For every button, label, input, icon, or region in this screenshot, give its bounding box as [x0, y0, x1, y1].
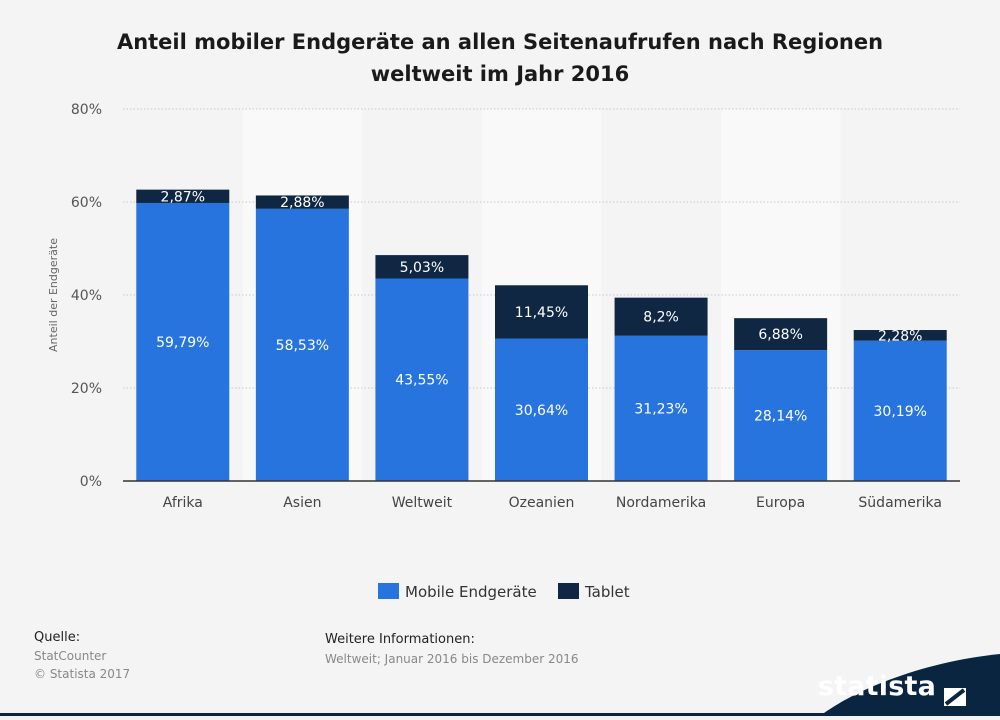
chart-title: Anteil mobiler Endgeräte an allen Seiten… — [0, 26, 1000, 90]
data-label: 43,55% — [395, 373, 448, 389]
bar-tablet — [375, 255, 469, 279]
data-label: 8,2% — [643, 310, 679, 326]
bar-mobile — [495, 338, 588, 481]
x-tick-label: Nordamerika — [616, 495, 706, 511]
statista-logo[interactable]: statista — [800, 646, 1000, 716]
data-label: 59,79% — [156, 335, 209, 351]
brand-wave-shape — [820, 654, 1000, 716]
x-tick-label: Südamerika — [858, 495, 942, 511]
x-tick-label: Ozeanien — [509, 495, 575, 511]
bar-tablet — [255, 195, 349, 209]
legend-label: Tablet — [584, 583, 630, 601]
bar-tablet — [614, 297, 708, 336]
bottom-rule — [0, 713, 1000, 716]
data-label: 2,88% — [280, 195, 324, 211]
x-tick-label: Weltweit — [392, 495, 453, 511]
info-text: Weltweit; Januar 2016 bis Dezember 2016 — [325, 652, 579, 666]
legend-swatch — [378, 583, 399, 599]
stacked-bar-chart: 0% 20% 40% 60% 80% Anteil der Endgeräte 59,79%… — [47, 102, 960, 601]
y-tick-label: 0% — [80, 474, 102, 490]
data-label: 31,23% — [634, 401, 687, 417]
x-tick-label: Europa — [756, 495, 805, 511]
y-tick-label: 60% — [71, 195, 102, 211]
x-tick-label: Afrika — [163, 495, 203, 511]
data-label: 11,45% — [515, 305, 568, 321]
data-label: 30,19% — [874, 404, 927, 420]
brand-name: statista — [817, 671, 936, 702]
chart-title-line-1: Anteil mobiler Endgeräte an allen Seiten… — [116, 30, 884, 54]
legend-label: Mobile Endgeräte — [405, 583, 537, 601]
bar-mobile — [136, 202, 230, 481]
source-name: StatCounter — [34, 649, 107, 663]
data-label: 2,28% — [878, 328, 922, 344]
y-tick-label: 20% — [71, 381, 102, 397]
x-tick-label: Asien — [283, 495, 321, 511]
bar-mobile — [255, 208, 349, 481]
data-label: 28,14% — [754, 409, 807, 425]
chart-title-line-2: weltweit im Jahr 2016 — [370, 62, 630, 86]
data-label: 6,88% — [758, 327, 802, 343]
y-axis-label: Anteil der Endgeräte — [47, 238, 60, 352]
y-tick-label: 40% — [71, 288, 102, 304]
y-tick-label: 80% — [71, 102, 102, 118]
bar-tablet — [495, 285, 588, 339]
bar-mobile — [734, 350, 828, 481]
data-label: 2,87% — [161, 189, 205, 205]
data-label: 58,53% — [276, 338, 329, 354]
bar-mobile — [853, 340, 947, 481]
bar-tablet — [853, 330, 947, 341]
copyright: © Statista 2017 — [34, 667, 131, 681]
source-label: Quelle: — [34, 630, 81, 645]
legend-swatch — [558, 583, 579, 599]
source-text: StatCounter © Statista 2017 — [34, 647, 130, 683]
info-label: Weitere Informationen: — [325, 632, 475, 647]
bar-tablet — [136, 189, 230, 203]
data-label: 30,64% — [515, 403, 568, 419]
bar-mobile — [614, 335, 708, 481]
bar-tablet — [734, 318, 828, 351]
data-label: 5,03% — [400, 260, 444, 276]
bar-mobile — [375, 278, 469, 481]
